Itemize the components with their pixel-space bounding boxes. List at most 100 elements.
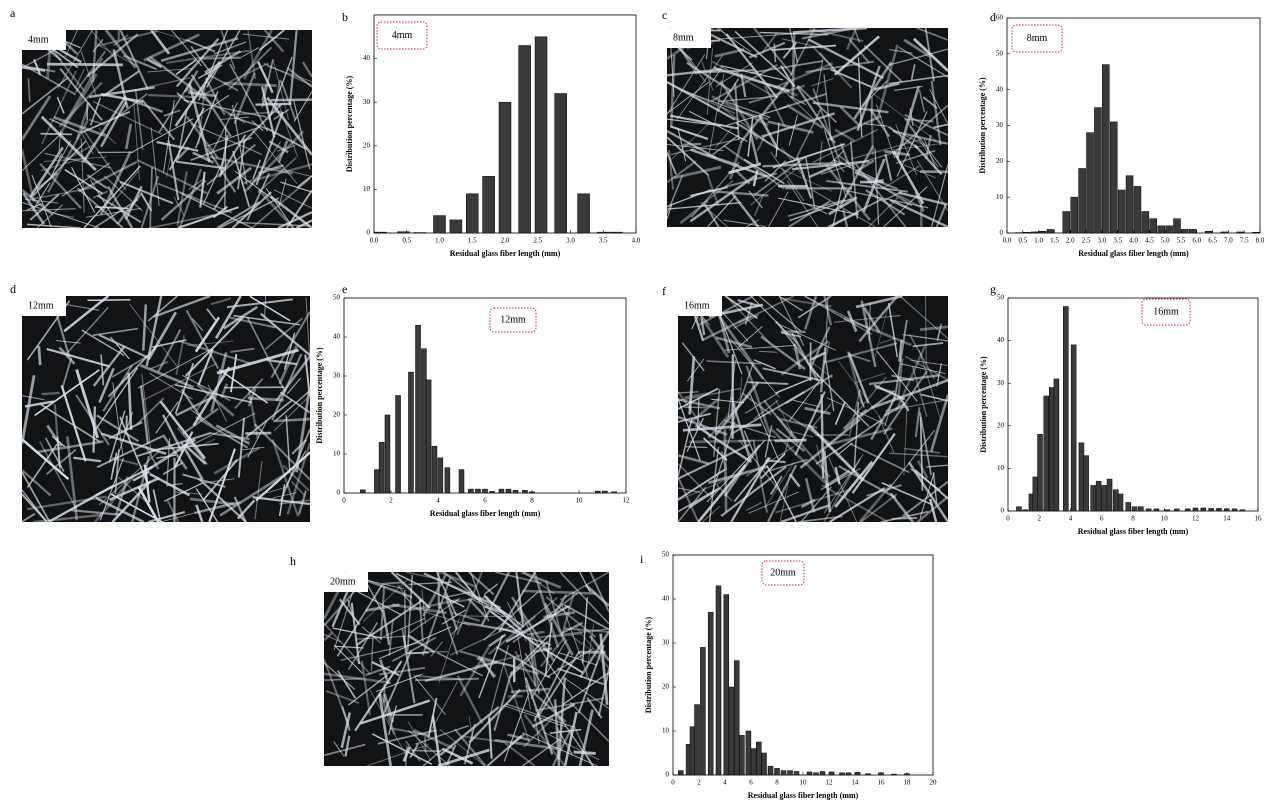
fiber xyxy=(706,175,720,207)
x-tick-label: 6 xyxy=(483,497,487,505)
fiber xyxy=(206,143,256,186)
fiber xyxy=(450,622,463,636)
fiber xyxy=(863,306,881,334)
fiber xyxy=(770,151,805,202)
bar xyxy=(1157,225,1165,234)
fiber xyxy=(557,667,605,686)
fiber xyxy=(103,175,143,212)
fiber xyxy=(688,356,696,415)
fiber xyxy=(134,89,144,151)
bar xyxy=(522,490,528,494)
fiber xyxy=(279,484,286,517)
fiber xyxy=(204,71,239,92)
photo-label-box xyxy=(22,30,66,50)
fiber xyxy=(115,93,148,119)
fiber xyxy=(716,78,740,112)
fiber xyxy=(826,427,893,447)
fiber xyxy=(73,456,102,463)
fiber xyxy=(271,439,300,517)
y-tick-label: 0 xyxy=(367,229,371,237)
fiber xyxy=(421,574,447,617)
fiber xyxy=(407,634,436,654)
fiber xyxy=(252,496,311,506)
fiber xyxy=(36,204,64,229)
fiber xyxy=(53,115,106,137)
bar xyxy=(1231,508,1238,512)
fiber xyxy=(686,417,704,452)
fiber xyxy=(480,571,511,627)
fiber xyxy=(790,332,819,382)
micrograph: 8mm xyxy=(666,26,949,229)
fiber xyxy=(347,674,388,706)
fiber xyxy=(532,571,560,648)
fiber xyxy=(441,747,474,765)
fiber xyxy=(779,167,833,192)
fiber xyxy=(268,56,293,120)
fiber xyxy=(563,604,610,631)
bar xyxy=(518,45,531,234)
fiber xyxy=(523,717,554,748)
fiber xyxy=(150,361,169,370)
fiber xyxy=(865,189,906,216)
fiber xyxy=(24,400,55,408)
fiber xyxy=(86,207,142,218)
fiber xyxy=(524,652,561,721)
fiber xyxy=(715,126,733,149)
fiber xyxy=(912,37,949,72)
fiber xyxy=(242,33,290,40)
bar xyxy=(378,442,385,494)
bar xyxy=(1133,186,1142,234)
bar xyxy=(1236,231,1244,234)
y-tick-label: 60 xyxy=(996,14,1004,22)
fiber xyxy=(230,354,238,393)
y-tick-label: 40 xyxy=(363,54,371,62)
bar xyxy=(1224,508,1230,512)
fiber xyxy=(27,495,107,511)
fiber xyxy=(846,310,858,333)
fiber xyxy=(903,38,931,58)
fiber xyxy=(295,219,313,230)
fiber xyxy=(293,100,311,170)
bar xyxy=(597,231,610,234)
fiber xyxy=(919,472,935,518)
fiber xyxy=(834,460,874,508)
fiber xyxy=(340,712,352,749)
fiber xyxy=(758,114,780,151)
fiber xyxy=(27,443,58,488)
y-tick-label: 30 xyxy=(662,639,670,647)
fiber xyxy=(147,295,178,322)
fiber xyxy=(76,187,124,229)
bar xyxy=(1117,189,1126,234)
fiber xyxy=(504,742,536,767)
fiber xyxy=(745,445,795,477)
bar xyxy=(1053,378,1060,512)
fiber xyxy=(167,140,180,201)
y-axis-title: Distribution percentage (%) xyxy=(978,77,987,174)
fiber xyxy=(721,106,772,146)
x-tick-label: 4 xyxy=(723,779,727,787)
fiber xyxy=(166,158,171,178)
fiber xyxy=(241,163,313,185)
fiber xyxy=(782,41,797,59)
fiber xyxy=(778,295,804,312)
bar xyxy=(595,490,601,494)
fiber xyxy=(382,617,426,638)
fiber xyxy=(820,152,892,175)
fiber xyxy=(679,199,709,225)
x-tick-label: 4.5 xyxy=(1145,237,1154,245)
fiber xyxy=(914,407,921,438)
fiber xyxy=(827,198,883,228)
x-tick-label: 2 xyxy=(697,779,701,787)
y-tick-label: 0 xyxy=(666,771,670,779)
bar xyxy=(505,488,512,494)
fiber xyxy=(124,123,133,150)
micrograph: 12mm xyxy=(20,294,312,524)
fiber xyxy=(247,141,282,190)
fiber xyxy=(201,62,269,96)
fiber xyxy=(812,88,841,163)
x-tick-label: 16 xyxy=(1255,515,1263,523)
fiber xyxy=(49,153,63,180)
fiber xyxy=(263,29,285,53)
bar xyxy=(733,660,740,776)
